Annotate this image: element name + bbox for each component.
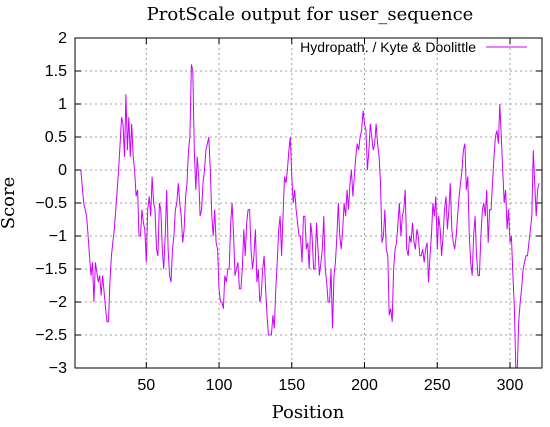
- x-tick-label: 300: [497, 377, 524, 394]
- chart-title: ProtScale output for user_sequence: [147, 4, 474, 25]
- y-tick-label: 0: [58, 162, 67, 179]
- y-tick-label: −2.5: [35, 327, 67, 344]
- x-tick-label: 50: [137, 377, 155, 394]
- y-tick-label: −1.5: [35, 261, 67, 278]
- x-tick-label: 250: [424, 377, 451, 394]
- legend-label: Hydropath. / Kyte & Doolittle: [300, 39, 476, 55]
- y-tick-label: 0.5: [45, 129, 67, 146]
- y-tick-label: −0.5: [35, 195, 67, 212]
- x-tick-label: 100: [206, 377, 233, 394]
- plot-frame: [74, 37, 543, 369]
- grid: [75, 38, 542, 368]
- y-tick-label: 2: [58, 30, 67, 47]
- y-tick-label: 1.5: [45, 63, 67, 80]
- y-tick-label: −3: [49, 360, 67, 377]
- x-tick-label: 200: [351, 377, 378, 394]
- y-axis-label: Score: [0, 177, 19, 230]
- x-tick-labels: 50 100 150 200 250 300: [137, 377, 523, 394]
- hydropathy-series-line: [80, 64, 540, 369]
- x-tick-label: 150: [278, 377, 305, 394]
- legend: Hydropath. / Kyte & Doolittle: [300, 39, 527, 55]
- x-axis-label: Position: [272, 402, 345, 423]
- y-tick-label: −1: [49, 228, 67, 245]
- y-tick-label: −2: [49, 294, 67, 311]
- y-tick-labels: 2 1.5 1 0.5 0 −0.5 −1 −1.5 −2 −2.5 −3: [35, 30, 67, 377]
- y-tick-label: 1: [58, 96, 67, 113]
- axis-ticks: [75, 37, 542, 369]
